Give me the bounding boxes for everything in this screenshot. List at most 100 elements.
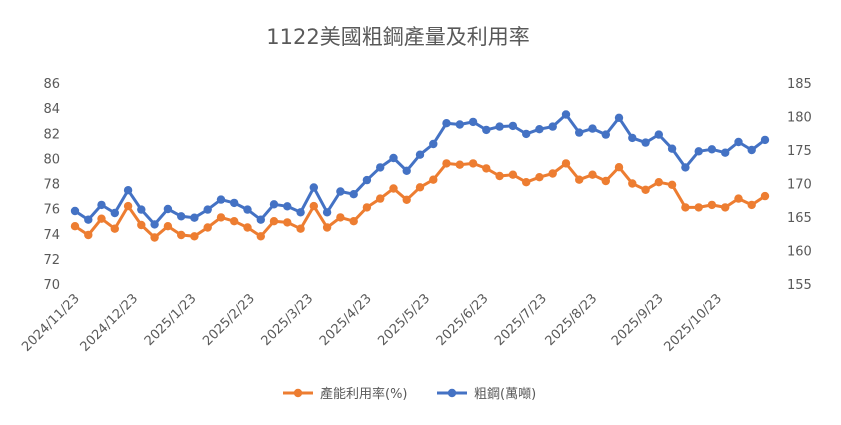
- data-point: [243, 205, 252, 214]
- x-axis-tick-label: 2025/1/23: [142, 291, 200, 349]
- right-axis-ticks: 155 160 165 170 175 180 185: [787, 77, 812, 293]
- data-point: [561, 159, 571, 168]
- data-point: [654, 130, 663, 139]
- data-point: [163, 222, 173, 231]
- left-axis-tick-label: 82: [43, 127, 60, 142]
- data-point: [522, 129, 531, 139]
- legend-label: 粗鋼(萬噸): [474, 387, 536, 402]
- data-point: [442, 119, 451, 128]
- data-point: [163, 204, 173, 214]
- left-axis-tick-label: 74: [43, 228, 60, 243]
- data-point: [190, 232, 199, 241]
- data-point: [468, 117, 478, 127]
- x-axis-tick-label: 2024/12/23: [78, 291, 142, 355]
- data-point: [203, 223, 212, 232]
- data-point: [495, 171, 504, 181]
- data-point: [296, 224, 305, 233]
- right-axis-tick-label: 155: [787, 278, 812, 293]
- data-point: [681, 163, 690, 172]
- series-line: [73, 161, 767, 239]
- data-point: [402, 166, 411, 175]
- x-axis-tick-label: 2025/6/23: [434, 291, 492, 349]
- data-point: [429, 139, 438, 149]
- data-point: [336, 187, 345, 196]
- data-point: [296, 208, 305, 217]
- series-layer: [70, 110, 770, 242]
- data-point: [84, 230, 93, 240]
- data-point: [561, 110, 571, 119]
- legend-item: 產能利用率(%): [283, 386, 408, 402]
- data-point: [707, 200, 717, 210]
- data-point: [760, 135, 770, 145]
- data-point: [601, 130, 610, 139]
- x-axis-tick-label: 2025/3/23: [259, 291, 317, 349]
- data-point: [376, 163, 385, 172]
- left-axis-tick-label: 86: [43, 77, 60, 92]
- data-point: [110, 208, 120, 218]
- left-axis-ticks: 70 72 74 76 78 80 82 84 86: [43, 77, 60, 293]
- series-line: [73, 113, 767, 226]
- data-point: [137, 205, 146, 214]
- data-point: [283, 202, 292, 211]
- data-point: [508, 170, 518, 179]
- data-point: [402, 195, 411, 204]
- chart-title: 1122美國粗鋼產量及利用率: [266, 25, 529, 49]
- data-point: [243, 223, 252, 232]
- left-axis-tick-label: 76: [43, 203, 60, 218]
- right-axis-tick-label: 180: [787, 111, 812, 126]
- data-point: [508, 121, 518, 131]
- data-point: [203, 205, 212, 214]
- data-point: [482, 125, 491, 135]
- data-point: [641, 138, 650, 147]
- data-point: [721, 148, 730, 157]
- data-point: [216, 195, 226, 204]
- data-point: [110, 224, 120, 233]
- series-2: [70, 110, 770, 229]
- data-point: [269, 217, 279, 226]
- data-point: [614, 113, 624, 123]
- x-axis-tick-label: 2025/5/23: [375, 291, 433, 349]
- data-point: [97, 200, 106, 210]
- data-point: [309, 183, 318, 192]
- data-point: [190, 213, 199, 222]
- legend-label: 產能利用率(%): [320, 386, 408, 402]
- data-point: [522, 178, 531, 187]
- data-point: [415, 150, 425, 159]
- data-point: [681, 203, 690, 212]
- x-axis-tick-label: 2024/11/23: [19, 291, 83, 355]
- right-axis-tick-label: 170: [787, 178, 812, 193]
- data-point: [322, 223, 332, 232]
- data-point: [734, 194, 743, 203]
- left-axis-tick-label: 78: [43, 178, 60, 193]
- right-axis-tick-label: 185: [787, 77, 812, 92]
- data-point: [177, 212, 186, 221]
- data-point: [256, 232, 265, 241]
- data-point: [429, 175, 438, 184]
- data-point: [84, 215, 93, 224]
- data-point: [468, 159, 478, 168]
- data-point: [70, 206, 80, 216]
- data-point: [362, 175, 372, 185]
- right-axis-tick-label: 160: [787, 245, 812, 260]
- data-point: [760, 191, 770, 201]
- data-point: [455, 160, 464, 169]
- data-point: [216, 213, 226, 222]
- data-point: [455, 120, 464, 129]
- data-point: [548, 169, 557, 178]
- data-point: [734, 137, 743, 147]
- data-point: [150, 220, 159, 229]
- data-point: [283, 218, 292, 227]
- data-point: [97, 214, 106, 223]
- left-axis-tick-label: 72: [43, 253, 60, 268]
- data-point: [694, 203, 703, 212]
- data-point: [588, 124, 597, 133]
- data-point: [230, 217, 239, 226]
- legend: 產能利用率(%) 粗鋼(萬噸): [283, 386, 536, 402]
- data-point: [177, 230, 186, 240]
- data-point: [123, 201, 133, 211]
- data-point: [654, 178, 663, 187]
- data-point: [535, 125, 544, 134]
- data-point: [575, 128, 584, 137]
- data-point: [256, 215, 265, 224]
- left-axis-tick-label: 84: [43, 102, 60, 117]
